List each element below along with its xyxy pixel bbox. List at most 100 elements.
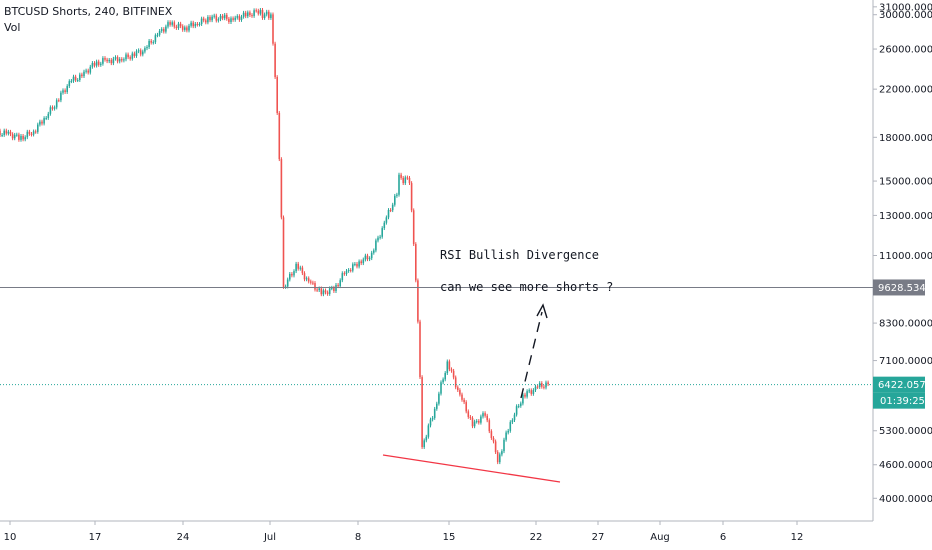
candle-body bbox=[475, 420, 478, 422]
candle-body bbox=[446, 361, 449, 374]
candle-body bbox=[463, 399, 465, 403]
time-tick-label: 12 bbox=[791, 532, 804, 543]
candle-body bbox=[137, 50, 140, 52]
candle-body bbox=[305, 278, 308, 280]
candle-body bbox=[270, 14, 272, 18]
candle-body bbox=[43, 118, 45, 124]
candle-body bbox=[144, 48, 146, 52]
candle-body bbox=[442, 379, 444, 383]
candle-body bbox=[97, 61, 100, 65]
price-tick-label: 15000.0000 bbox=[879, 177, 932, 188]
candle-body bbox=[360, 261, 362, 264]
level-price-tag bbox=[873, 279, 925, 296]
candle-body bbox=[158, 30, 161, 35]
candle-body bbox=[433, 408, 436, 418]
candle-body bbox=[20, 135, 22, 140]
candle-body bbox=[5, 130, 8, 134]
candle-body bbox=[322, 290, 325, 295]
candle-body bbox=[274, 43, 276, 78]
candle-body bbox=[49, 107, 52, 114]
candle-body bbox=[364, 255, 367, 260]
candle-body bbox=[444, 373, 446, 380]
candle-body bbox=[419, 321, 421, 378]
candle-body bbox=[440, 382, 442, 394]
symbol-title[interactable]: BTCUSD Shorts, 240, BITFINEX bbox=[4, 5, 173, 18]
candle-body bbox=[209, 17, 211, 21]
candle-body bbox=[167, 22, 169, 27]
time-tick-label: 24 bbox=[177, 532, 190, 543]
candle-body bbox=[469, 416, 472, 419]
candle-body bbox=[421, 377, 423, 448]
time-tick-label: 15 bbox=[443, 532, 456, 543]
candle-body bbox=[55, 100, 58, 108]
candle-body bbox=[404, 177, 407, 184]
candle-body bbox=[83, 71, 85, 77]
candle-body bbox=[515, 406, 518, 415]
candle-body bbox=[93, 62, 96, 66]
candle-body bbox=[406, 177, 409, 179]
candle-body bbox=[341, 273, 344, 281]
candle-body bbox=[454, 377, 457, 388]
time-tick-label: Aug bbox=[650, 532, 670, 543]
candle-body bbox=[150, 40, 152, 43]
price-tick-label: 4600.0000 bbox=[879, 460, 932, 471]
candle-body bbox=[471, 418, 474, 427]
candle-body bbox=[45, 117, 47, 119]
volume-label[interactable]: Vol bbox=[4, 21, 21, 34]
candle-body bbox=[543, 386, 545, 388]
candle-body bbox=[249, 12, 251, 16]
candle-body bbox=[425, 436, 428, 441]
candle-body bbox=[347, 270, 350, 272]
candle-body bbox=[79, 74, 81, 80]
candle-body bbox=[473, 421, 476, 427]
level-price-tag-text: 9628.5340 bbox=[878, 283, 932, 294]
candle-body bbox=[354, 263, 356, 265]
candle-body bbox=[188, 25, 190, 31]
projection-arrow-line[interactable] bbox=[520, 311, 543, 399]
candle-body bbox=[186, 27, 188, 31]
candle-body bbox=[383, 222, 386, 229]
candle-body bbox=[320, 288, 323, 295]
price-tick-label: 13000.0000 bbox=[879, 211, 932, 222]
candle-body bbox=[217, 19, 220, 21]
time-tick-label: 27 bbox=[592, 532, 605, 543]
price-tick-label: 22000.0000 bbox=[879, 85, 932, 96]
candle-body bbox=[503, 439, 505, 452]
candle-body bbox=[326, 292, 329, 294]
candle-body bbox=[76, 79, 79, 81]
candle-body bbox=[295, 263, 297, 272]
candle-body bbox=[118, 59, 121, 62]
candle-body bbox=[450, 369, 453, 371]
candle-body bbox=[234, 17, 236, 20]
candle-body bbox=[87, 70, 89, 73]
candle-body bbox=[480, 416, 482, 423]
time-tick-label: 8 bbox=[355, 532, 361, 543]
candle-body bbox=[207, 17, 209, 23]
candle-body bbox=[486, 415, 488, 421]
candle-body bbox=[37, 124, 39, 132]
candle-body bbox=[47, 113, 50, 118]
annotation-more-shorts: can we see more shorts ? bbox=[440, 280, 614, 294]
candle-body bbox=[431, 417, 434, 420]
candle-body bbox=[538, 383, 541, 388]
candle-body bbox=[381, 228, 383, 237]
candle-body bbox=[452, 370, 455, 378]
candle-body bbox=[16, 134, 18, 136]
candle-body bbox=[379, 236, 381, 238]
candle-body bbox=[293, 271, 295, 276]
candle-body bbox=[13, 134, 16, 139]
support-trendline[interactable] bbox=[382, 454, 561, 483]
candle-body bbox=[528, 390, 530, 392]
candle-body bbox=[333, 287, 335, 292]
candle-body bbox=[244, 12, 247, 17]
candle-body bbox=[511, 420, 514, 423]
last-price-tag-text: 6422.0571 bbox=[878, 380, 932, 391]
candle-body bbox=[156, 34, 159, 36]
candle-body bbox=[402, 177, 404, 184]
candle-body bbox=[160, 29, 163, 31]
candle-body bbox=[513, 414, 516, 421]
candle-body bbox=[66, 86, 68, 93]
candle-body bbox=[152, 42, 155, 44]
candle-body bbox=[255, 10, 257, 12]
